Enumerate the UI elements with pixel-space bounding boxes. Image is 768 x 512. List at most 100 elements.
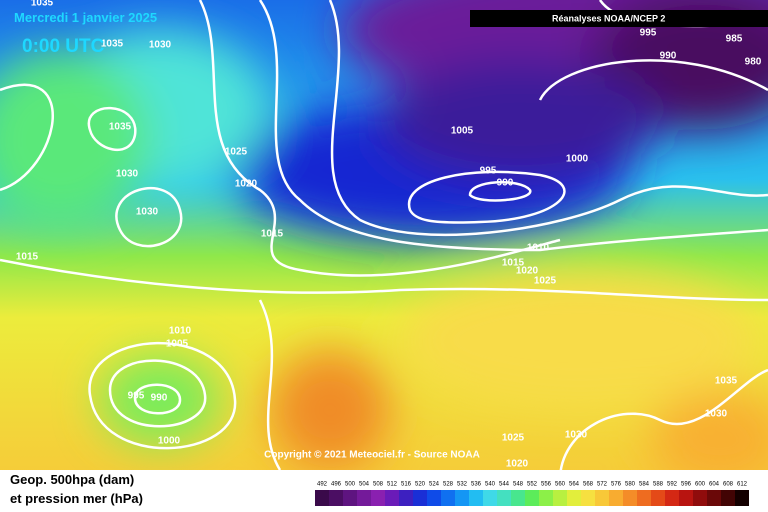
isobar-label: 1005 (166, 339, 189, 350)
isobar-label: 1025 (502, 433, 525, 444)
colorbar-swatch (469, 490, 483, 506)
isobar-label: 995 (480, 166, 497, 177)
colorbar-label: 604 (709, 482, 720, 488)
isobar-label: 1010 (527, 243, 550, 254)
colorbar-label: 500 (345, 482, 356, 488)
colorbar-label: 560 (555, 482, 566, 488)
colorbar-label: 548 (513, 482, 524, 488)
colorbar-label: 544 (499, 482, 510, 488)
map-title: Mercredi 1 janvier 2025 (14, 10, 157, 25)
colorbar-swatch (693, 490, 707, 506)
colorbar-swatch (651, 490, 665, 506)
colorbar-swatch (567, 490, 581, 506)
isobar-label: 1030 (149, 40, 172, 51)
isobar-label: 1000 (158, 436, 181, 447)
isobar-label: 1015 (261, 229, 284, 240)
colorbar-label: 496 (331, 482, 342, 488)
isobar-label: 1005 (451, 126, 474, 137)
isobar-label: 995 (128, 391, 145, 402)
colorbar-label: 600 (695, 482, 706, 488)
colorbar-label: 588 (653, 482, 664, 488)
colorbar-label: 512 (387, 482, 398, 488)
colorbar-swatch (735, 490, 749, 506)
map-time: 0:00 UTC (22, 36, 105, 57)
colorbar-label: 564 (569, 482, 580, 488)
isobar-label: 995 (640, 28, 657, 39)
copyright: Copyright © 2021 Meteociel.fr - Source N… (264, 450, 480, 461)
colorbar-label: 492 (317, 482, 328, 488)
colorbar-label: 612 (737, 482, 748, 488)
colorbar-swatch (385, 490, 399, 506)
isobar-label: 1035 (31, 0, 54, 9)
colorbar-label: 576 (611, 482, 622, 488)
colorbar-label: 520 (415, 482, 426, 488)
colorbar-swatch (441, 490, 455, 506)
isobar-label: 980 (745, 57, 762, 68)
isobar-label: 1020 (506, 459, 529, 470)
isobar-label: 990 (151, 393, 168, 404)
isobar-label: 1025 (225, 147, 248, 158)
isobar-label: 1030 (565, 430, 588, 441)
colorbar-swatch (483, 490, 497, 506)
colorbar-label: 568 (583, 482, 594, 488)
isobar-label: 1015 (16, 252, 39, 263)
colorbar-swatch (315, 490, 329, 506)
colorbar-swatch (539, 490, 553, 506)
isobar-label: 1030 (136, 207, 159, 218)
legend-line2: et pression mer (hPa) (10, 491, 143, 506)
colorbar-label: 508 (373, 482, 384, 488)
colorbar-label: 540 (485, 482, 496, 488)
colorbar-swatch (371, 490, 385, 506)
colorbar-swatch (609, 490, 623, 506)
isobar-label: 1035 (109, 122, 132, 133)
colorbar-label: 584 (639, 482, 650, 488)
colorbar-label: 552 (527, 482, 538, 488)
isobar-label: 990 (660, 51, 677, 62)
colorbar-label: 532 (457, 482, 468, 488)
colorbar-swatch (553, 490, 567, 506)
colorbar-swatch (413, 490, 427, 506)
colorbar-swatch (329, 490, 343, 506)
isobar-label: 1015 (502, 258, 525, 269)
colorbar-label: 516 (401, 482, 412, 488)
isobar-label: 1035 (715, 376, 738, 387)
colorbar-label: 608 (723, 482, 734, 488)
colorbar-swatch (721, 490, 735, 506)
colorbar-label: 556 (541, 482, 552, 488)
source: Réanalyses NOAA/NCEP 2 (552, 13, 665, 23)
isobar-label: 1010 (169, 326, 192, 337)
colorbar-swatch (679, 490, 693, 506)
isobar-label: 985 (726, 34, 743, 45)
isobar-label: 1000 (566, 154, 589, 165)
colorbar-swatch (595, 490, 609, 506)
isobar-label: 1035 (101, 39, 124, 50)
colorbar-swatch (581, 490, 595, 506)
isobar-label: 990 (497, 178, 514, 189)
colorbar-label: 572 (597, 482, 608, 488)
colorbar-label: 524 (429, 482, 440, 488)
colorbar-swatch (497, 490, 511, 506)
colorbar-swatch (707, 490, 721, 506)
colorbar-label: 596 (681, 482, 692, 488)
colorbar-swatch (455, 490, 469, 506)
isobar-label: 1020 (516, 266, 539, 277)
colorbar-swatch (399, 490, 413, 506)
colorbar-swatch (525, 490, 539, 506)
colorbar-swatch (427, 490, 441, 506)
colorbar-swatch (665, 490, 679, 506)
isobar-label: 1025 (534, 276, 557, 287)
colorbar-swatch (637, 490, 651, 506)
isobar-label: 1030 (116, 169, 139, 180)
colorbar-label: 528 (443, 482, 454, 488)
colorbar-label: 536 (471, 482, 482, 488)
colorbar-swatch (623, 490, 637, 506)
isobar-label: 1030 (705, 409, 728, 420)
source-box (470, 10, 768, 27)
colorbar-label: 580 (625, 482, 636, 488)
colorbar-label: 592 (667, 482, 678, 488)
legend-line1: Geop. 500hpa (dam) (10, 472, 134, 487)
colorbar-swatch (511, 490, 525, 506)
colorbar-swatch (343, 490, 357, 506)
